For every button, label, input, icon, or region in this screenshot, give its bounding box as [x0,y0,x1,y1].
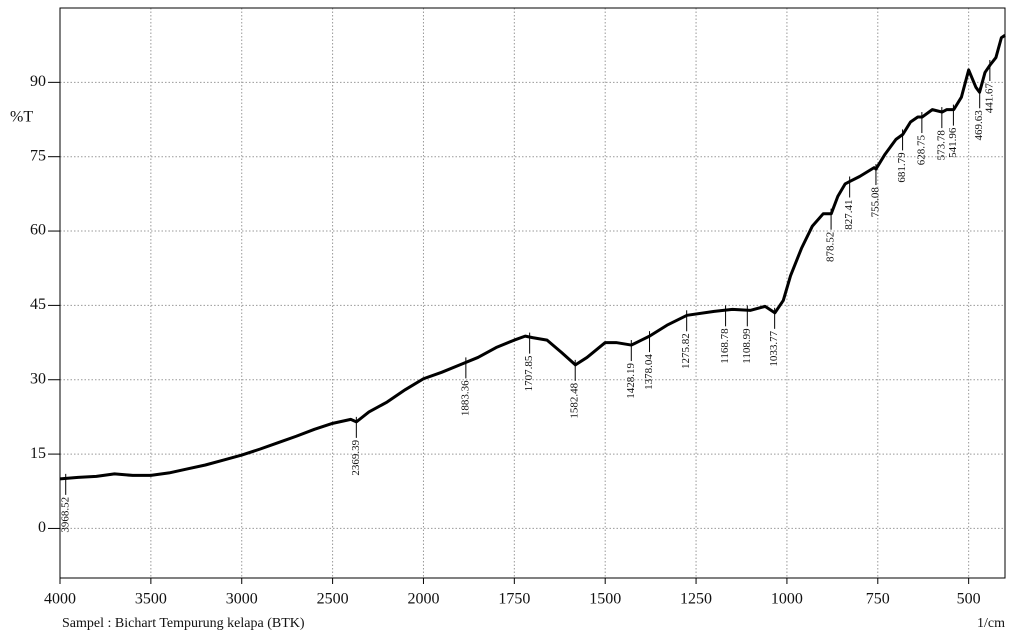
peak-label: 1033.77 [768,330,780,366]
y-tick-label: 15 [30,445,46,462]
peak-label: 1428.19 [625,363,637,399]
peak-label: 878.52 [825,232,837,262]
spectrum-line [59,34,1006,481]
peak-label: 541.96 [947,127,959,158]
plot-frame [59,7,1006,579]
peak-label: 469.63 [973,110,985,141]
y-tick-label: 60 [30,222,46,239]
y-tick-label: 45 [30,296,46,313]
peak-label: 1582.48 [569,382,581,418]
y-tick-label: 30 [30,370,46,387]
peak-label: 1883.36 [459,380,471,416]
peak-label: 3968.52 [59,497,71,533]
x-axis-label: 1/cm [977,616,1005,631]
x-tick-label: 1750 [498,591,530,608]
x-tick-label: 1250 [680,591,712,608]
y-tick-label: 90 [30,73,46,90]
y-tick-label: 0 [38,519,46,536]
y-tick-label: 75 [30,147,46,164]
peak-label: 827.41 [843,199,855,229]
x-tick-label: 4000 [44,591,76,608]
x-tick-label: 3000 [226,591,258,608]
x-tick-label: 500 [957,591,981,608]
peak-label: 2369.39 [350,439,362,475]
peak-label: 1108.99 [741,328,753,364]
peak-label: 681.79 [896,152,908,183]
x-tick-label: 1500 [589,591,621,608]
peak-label: 628.75 [915,135,927,166]
peak-label: 1275.82 [680,333,692,369]
x-tick-label: 2500 [317,591,349,608]
peak-label: 1168.78 [719,328,731,364]
peak-label: 573.78 [935,130,947,161]
peak-label: 755.08 [869,187,881,218]
x-tick-label: 3500 [135,591,167,608]
y-axis-label: %T [10,109,33,126]
peak-label: 441.67 [983,83,995,114]
caption: Sampel : Bichart Tempurung kelapa (BTK) [62,616,305,631]
x-tick-label: 750 [866,591,890,608]
peak-label: 1378.04 [643,354,655,390]
peak-label: 1707.85 [523,355,535,391]
x-tick-label: 2000 [407,591,439,608]
x-tick-label: 1000 [771,591,803,608]
